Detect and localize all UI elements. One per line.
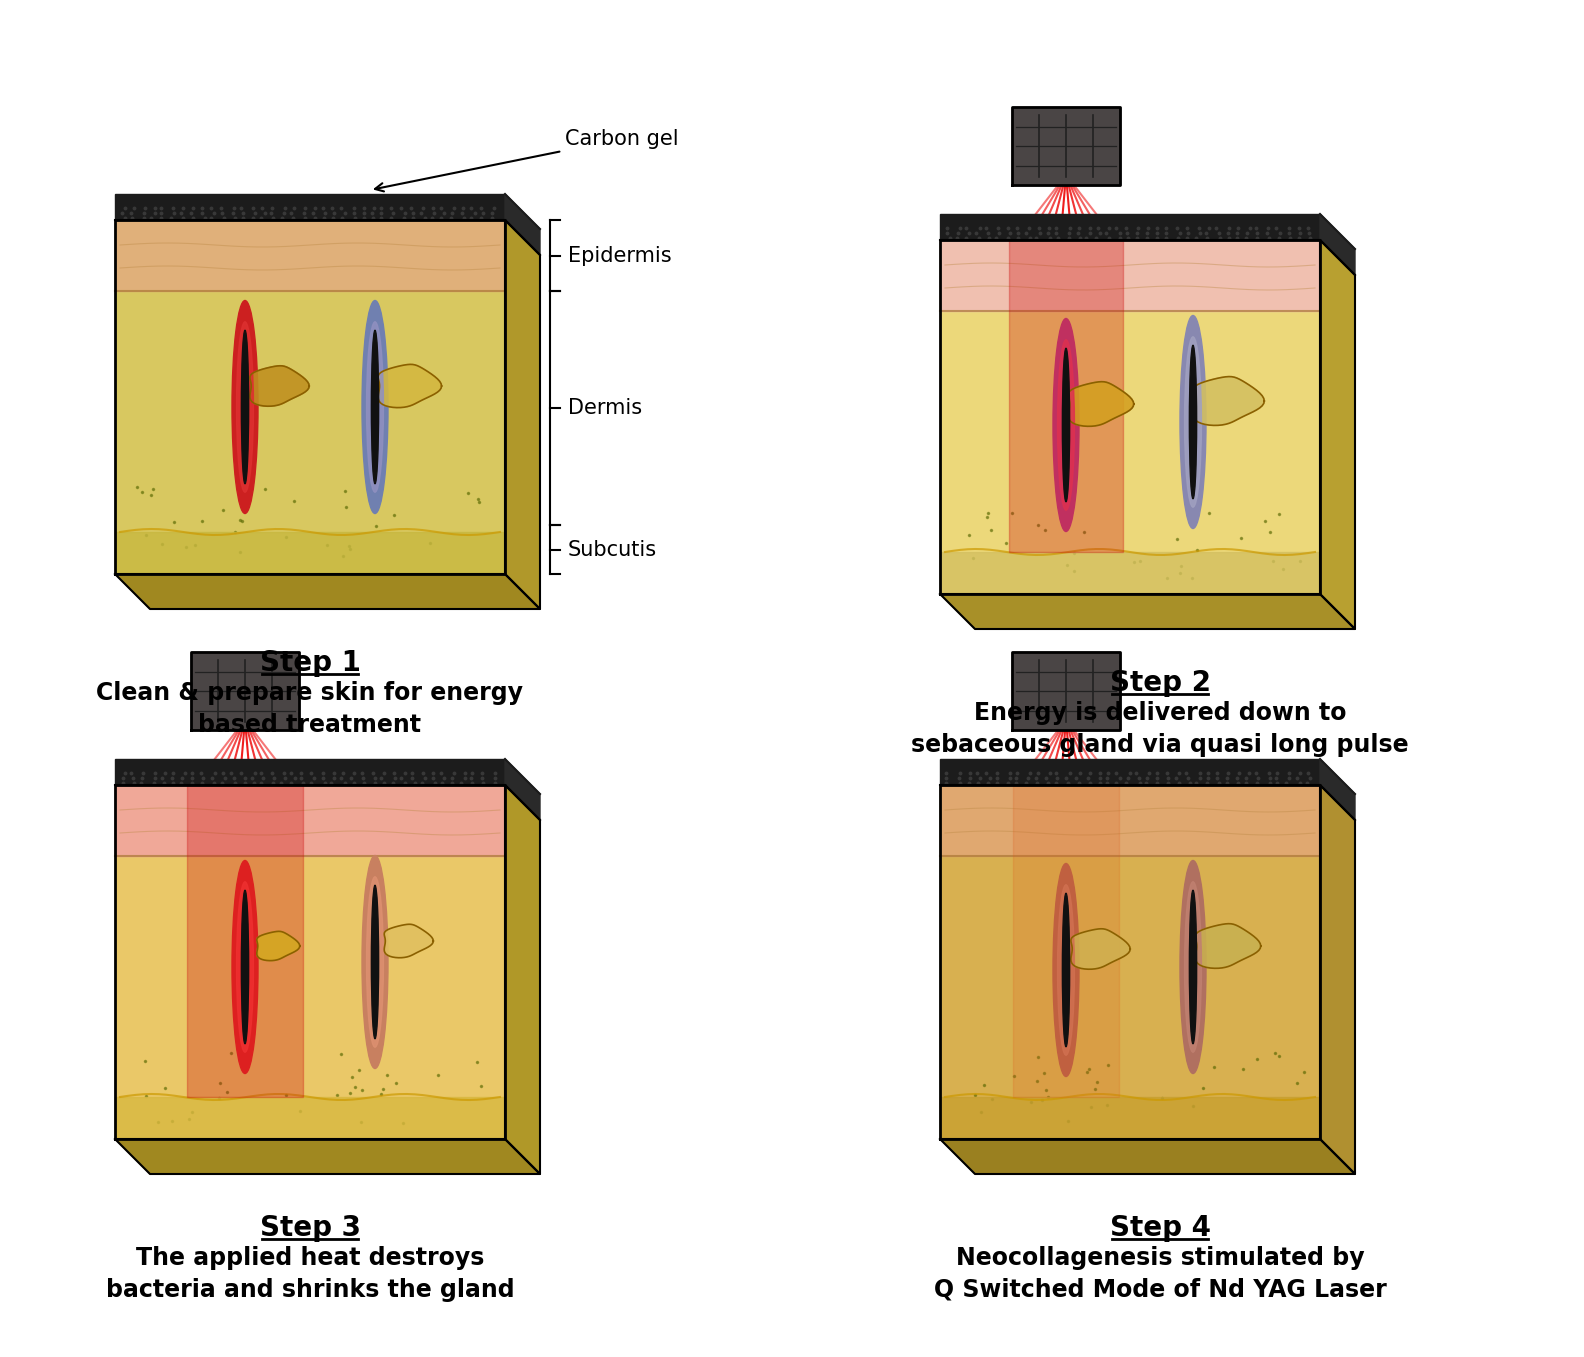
Polygon shape [187, 784, 303, 1096]
Text: The applied heat destroys
bacteria and shrinks the gland: The applied heat destroys bacteria and s… [106, 1246, 515, 1301]
Polygon shape [939, 594, 1354, 630]
Polygon shape [1319, 759, 1354, 820]
Ellipse shape [236, 882, 253, 1052]
Polygon shape [1319, 240, 1354, 630]
Ellipse shape [1058, 885, 1074, 1056]
Ellipse shape [241, 330, 249, 483]
Text: Step 2: Step 2 [1109, 669, 1210, 697]
Polygon shape [1068, 381, 1134, 426]
Polygon shape [116, 784, 505, 1139]
Ellipse shape [231, 860, 258, 1073]
Polygon shape [939, 552, 1319, 594]
Polygon shape [116, 1139, 540, 1174]
Polygon shape [116, 1096, 505, 1139]
Ellipse shape [236, 322, 253, 493]
Ellipse shape [1185, 882, 1201, 1052]
Polygon shape [116, 220, 505, 290]
Polygon shape [385, 924, 434, 958]
Polygon shape [1319, 784, 1354, 1174]
Ellipse shape [231, 300, 258, 513]
Polygon shape [1196, 924, 1261, 969]
Text: Dermis: Dermis [569, 398, 642, 418]
Polygon shape [505, 194, 540, 255]
Polygon shape [192, 651, 299, 730]
Ellipse shape [241, 890, 249, 1044]
Text: Subcutis: Subcutis [569, 540, 657, 559]
Ellipse shape [1180, 860, 1205, 1073]
Text: Step 1: Step 1 [260, 649, 361, 677]
Polygon shape [379, 365, 442, 407]
Text: Clean & prepare skin for energy
based treatment: Clean & prepare skin for energy based tr… [97, 681, 523, 737]
Polygon shape [939, 240, 1319, 311]
Ellipse shape [363, 300, 388, 513]
Polygon shape [505, 220, 540, 609]
Ellipse shape [363, 855, 388, 1068]
Ellipse shape [1063, 893, 1069, 1046]
Polygon shape [1193, 377, 1264, 425]
Polygon shape [939, 214, 1319, 240]
Polygon shape [1014, 784, 1118, 1096]
Polygon shape [505, 784, 540, 1174]
Polygon shape [1012, 651, 1120, 730]
Ellipse shape [1058, 339, 1074, 510]
Polygon shape [939, 784, 1319, 1139]
Ellipse shape [1185, 337, 1201, 508]
Text: Neocollagenesis stimulated by
Q Switched Mode of Nd YAG Laser: Neocollagenesis stimulated by Q Switched… [933, 1246, 1386, 1301]
Text: Carbon gel: Carbon gel [375, 129, 678, 191]
Polygon shape [939, 784, 1319, 856]
Polygon shape [116, 574, 540, 609]
Polygon shape [505, 759, 540, 820]
Polygon shape [939, 240, 1319, 594]
Polygon shape [939, 1139, 1354, 1174]
Text: Epidermis: Epidermis [569, 246, 672, 266]
Ellipse shape [1053, 319, 1079, 532]
Polygon shape [116, 759, 505, 784]
Ellipse shape [1180, 315, 1205, 528]
Polygon shape [257, 931, 299, 961]
Ellipse shape [366, 322, 383, 493]
Polygon shape [939, 759, 1319, 784]
Polygon shape [116, 220, 505, 574]
Polygon shape [116, 194, 505, 220]
Text: Step 4: Step 4 [1109, 1215, 1210, 1242]
Ellipse shape [371, 330, 379, 483]
Polygon shape [1009, 240, 1123, 552]
Ellipse shape [1053, 863, 1079, 1076]
Ellipse shape [1190, 890, 1196, 1044]
Polygon shape [1012, 107, 1120, 185]
Polygon shape [1071, 928, 1131, 969]
Polygon shape [939, 1096, 1319, 1139]
Ellipse shape [366, 877, 383, 1048]
Polygon shape [116, 532, 505, 574]
Text: Energy is delivered down to
sebaceous gland via quasi long pulse: Energy is delivered down to sebaceous gl… [911, 702, 1408, 757]
Polygon shape [1319, 214, 1354, 275]
Ellipse shape [1190, 345, 1196, 498]
Ellipse shape [371, 885, 379, 1038]
Polygon shape [116, 784, 505, 856]
Ellipse shape [1063, 349, 1069, 502]
Polygon shape [250, 366, 309, 406]
Text: Step 3: Step 3 [260, 1215, 361, 1242]
